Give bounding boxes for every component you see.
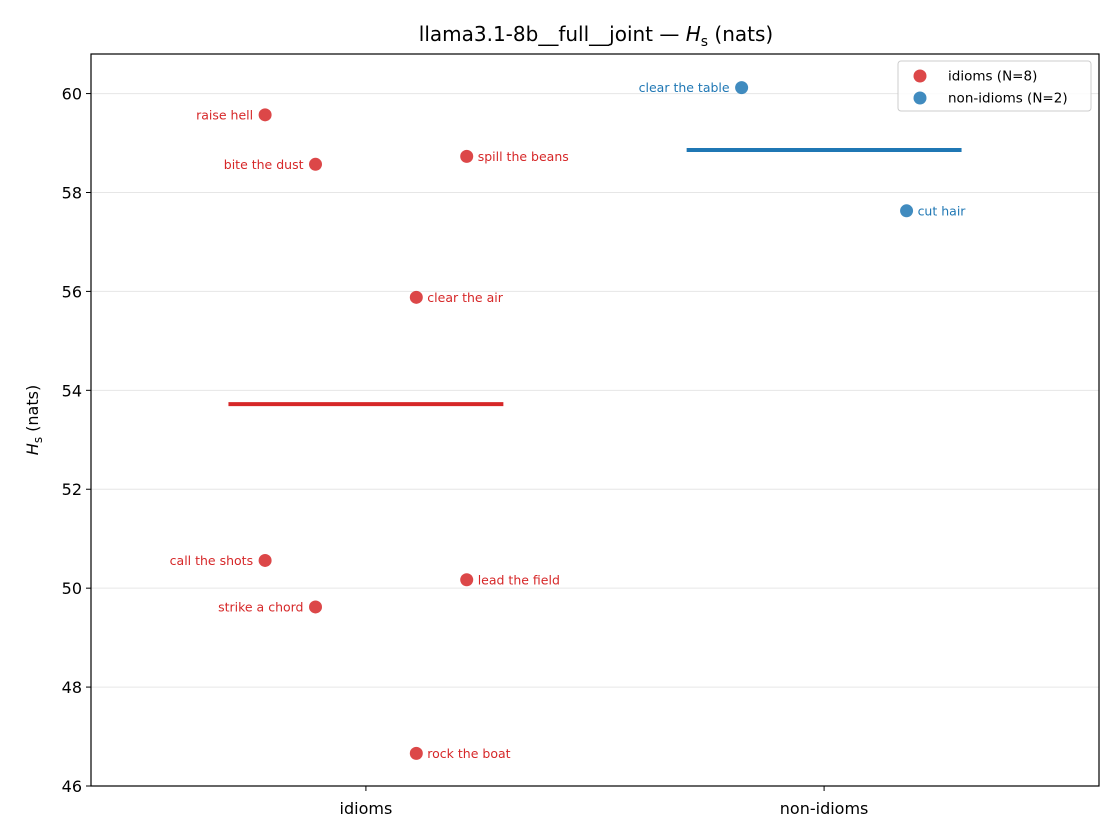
point-label: call the shots [170, 553, 253, 568]
point-label: rock the boat [427, 746, 510, 761]
data-point [735, 81, 749, 95]
point-label: raise hell [196, 107, 253, 122]
y-tick-label: 54 [62, 381, 82, 400]
mean-lines [228, 147, 962, 407]
legend-label-idioms: idioms (N=8) [948, 69, 1037, 85]
chart-title-rest: (nats) [708, 22, 773, 46]
grid-lines [91, 93, 1099, 787]
y-tick-label: 60 [62, 85, 82, 104]
y-axis-label-rest: (nats) [23, 385, 42, 437]
x-tick-label: idioms [340, 799, 393, 818]
point-label: spill the beans [478, 149, 569, 164]
data-points: raise hell bite the dust spill the beans cl… [170, 80, 967, 761]
y-tick-label: 56 [62, 282, 82, 301]
legend: idioms (N=8) non-idioms (N=2) [897, 60, 1092, 112]
data-point [309, 600, 323, 614]
legend-marker-idioms [913, 69, 927, 83]
data-point [409, 290, 423, 304]
point-label: bite the dust [224, 157, 304, 172]
plot-frame [90, 53, 1100, 787]
y-axis-label-symbol: H [23, 443, 42, 455]
data-point [258, 553, 272, 567]
legend-box [897, 60, 1092, 112]
data-point [258, 108, 272, 122]
data-point [900, 204, 914, 218]
y-axis-ticks: 46 48 50 52 54 56 58 60 [62, 85, 91, 796]
legend-label-non-idioms: non-idioms (N=2) [948, 91, 1068, 107]
chart-title-main: llama3.1-8b__full__joint — [419, 22, 686, 46]
point-label: lead the field [478, 572, 560, 587]
y-axis-label-subscript: s [31, 437, 45, 443]
data-point [460, 573, 474, 587]
data-point [409, 746, 423, 760]
point-label: clear the air [427, 290, 503, 305]
y-axis-label: Hs (nats) [23, 385, 45, 455]
point-label: cut hair [918, 203, 967, 218]
chart-title: llama3.1-8b__full__joint — Hs (nats) [419, 22, 773, 50]
data-point [309, 157, 323, 171]
data-point [460, 149, 474, 163]
y-tick-label: 50 [62, 579, 82, 598]
y-tick-label: 58 [62, 183, 82, 202]
legend-marker-non-idioms [913, 91, 927, 105]
chart-title-subscript: s [701, 34, 708, 50]
chart-title-symbol: H [686, 22, 701, 46]
x-tick-label: non-idioms [780, 799, 869, 818]
y-tick-label: 52 [62, 480, 82, 499]
point-label: strike a chord [218, 599, 303, 614]
y-tick-label: 46 [62, 777, 82, 796]
point-label: clear the table [639, 80, 730, 95]
y-tick-label: 48 [62, 678, 82, 697]
x-axis-ticks: idioms non-idioms [340, 786, 869, 818]
